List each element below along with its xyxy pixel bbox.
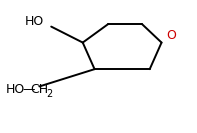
Text: —: —	[23, 83, 35, 96]
Text: HO: HO	[25, 15, 44, 28]
Text: HO: HO	[6, 83, 25, 96]
Text: CH: CH	[31, 83, 49, 96]
Text: O: O	[166, 29, 176, 42]
Text: 2: 2	[46, 89, 53, 99]
